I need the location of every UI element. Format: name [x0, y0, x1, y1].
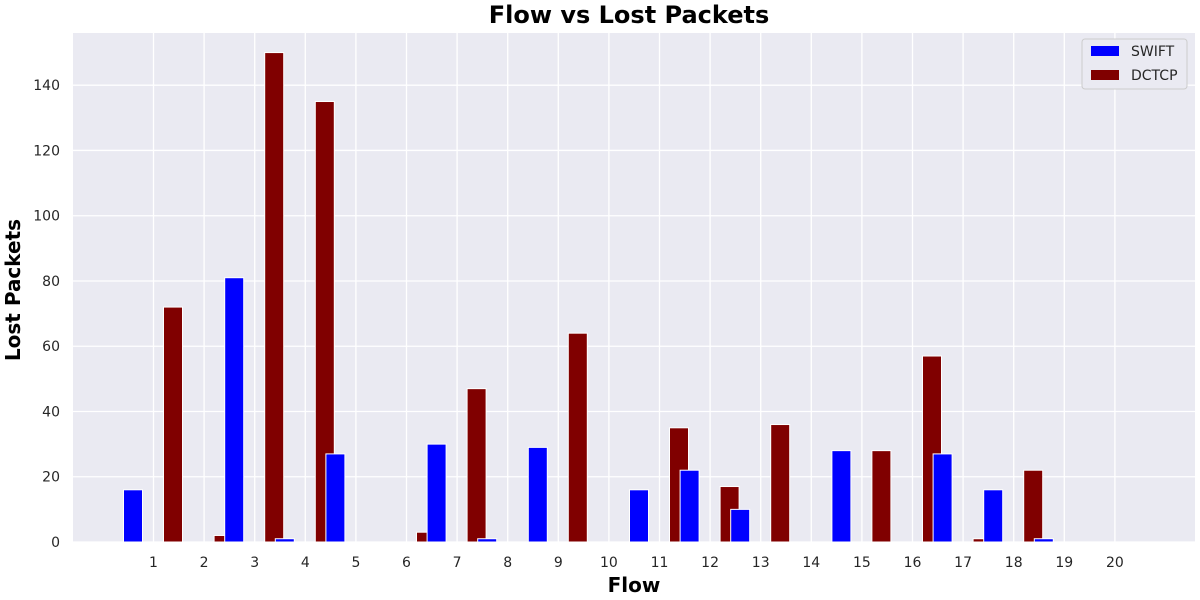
y-tick-label: 100: [33, 209, 60, 225]
x-tick-label: 6: [402, 555, 411, 571]
bar-swift: [730, 508, 751, 543]
x-tick-label: 2: [200, 555, 209, 571]
bar-swift: [932, 453, 953, 543]
bar-swift: [426, 443, 447, 543]
x-tick-label: 16: [904, 555, 922, 571]
bar-swift: [983, 489, 1004, 543]
legend-label-dctcp: DCTCP: [1131, 68, 1178, 84]
legend: SWIFT DCTCP: [1081, 38, 1188, 90]
bar-dctcp: [1023, 469, 1044, 543]
bar-swift: [274, 538, 295, 543]
y-tick-label: 80: [42, 274, 60, 290]
y-tick-label: 60: [42, 339, 60, 355]
bar-dctcp: [567, 332, 588, 543]
x-tick-label: 7: [453, 555, 462, 571]
bar-dctcp: [871, 450, 892, 543]
x-tick-label: 15: [853, 555, 871, 571]
x-tick-label: 11: [651, 555, 669, 571]
x-tick-label: 19: [1055, 555, 1073, 571]
x-tick-labels: 1 2 3 4 5 6 7 8 9 10 11 12 13 14 15 16 17 18 19 20: [149, 555, 1124, 571]
x-tick-label: 18: [1005, 555, 1023, 571]
x-axis-label: Flow: [608, 573, 661, 597]
y-tick-label: 140: [33, 78, 60, 94]
bar-swift: [679, 469, 700, 543]
bar-swift: [629, 489, 649, 543]
x-tick-label: 17: [954, 555, 972, 571]
y-tick-label: 120: [33, 143, 60, 159]
bar-dctcp: [466, 388, 487, 543]
y-tick-label: 0: [51, 535, 60, 551]
plot-area: [73, 33, 1195, 542]
x-tick-label: 5: [351, 555, 360, 571]
x-tick-label: 13: [752, 555, 770, 571]
bar-swift: [477, 538, 498, 543]
x-tick-label: 1: [149, 555, 158, 571]
x-tick-label: 12: [701, 555, 719, 571]
legend-label-swift: SWIFT: [1131, 44, 1175, 60]
x-tick-label: 9: [554, 555, 563, 571]
chart-title: Flow vs Lost Packets: [489, 1, 770, 29]
bars: [123, 52, 1054, 543]
x-tick-label: 14: [802, 555, 820, 571]
bar-swift: [224, 277, 245, 543]
bar-dctcp: [314, 101, 335, 543]
bar-swift: [1033, 538, 1054, 543]
bar-dctcp: [770, 424, 791, 543]
y-tick-labels: 0 20 40 60 80 100 120 140: [33, 78, 60, 551]
bar-swift: [123, 489, 143, 543]
x-tick-label: 10: [600, 555, 618, 571]
legend-swatch-dctcp: [1091, 70, 1119, 80]
y-axis-label: Lost Packets: [1, 219, 25, 361]
bar-dctcp: [163, 306, 183, 543]
y-tick-label: 40: [42, 404, 60, 420]
bar-dctcp: [264, 52, 285, 543]
x-tick-label: 20: [1106, 555, 1124, 571]
x-tick-label: 3: [250, 555, 259, 571]
bar-swift: [527, 446, 548, 543]
bar-swift: [831, 450, 852, 543]
x-tick-label: 4: [301, 555, 310, 571]
bar-swift: [325, 453, 346, 543]
x-tick-label: 8: [503, 555, 512, 571]
legend-swatch-swift: [1091, 46, 1119, 56]
y-tick-label: 20: [42, 470, 60, 486]
grid: [73, 33, 1195, 543]
